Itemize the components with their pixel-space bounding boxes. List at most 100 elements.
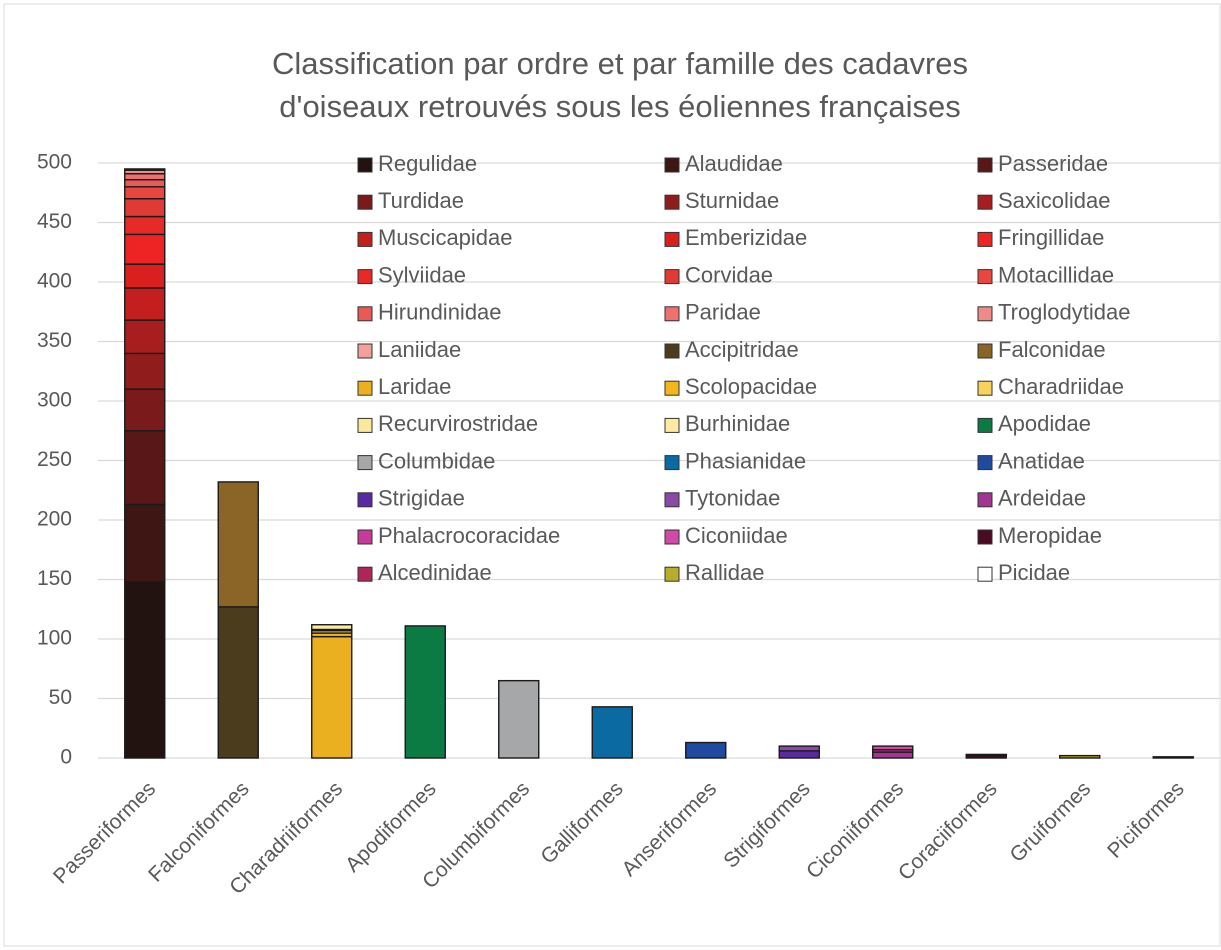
bar-segment: [1059, 754, 1101, 759]
legend-label: Meropidae: [998, 523, 1102, 548]
legend-label: Columbidae: [378, 448, 495, 473]
y-tick-label: 400: [37, 270, 72, 293]
bar-segment: [124, 319, 166, 355]
legend-swatch: [664, 417, 680, 433]
legend-label: Charadriidae: [998, 374, 1124, 399]
legend-swatch: [977, 566, 993, 582]
legend-label: Ardeidae: [998, 486, 1086, 511]
bar-segment: [591, 706, 633, 759]
legend-label: Strigidae: [378, 486, 465, 511]
legend-label: Falconidae: [998, 337, 1106, 362]
legend-label: Turdidae: [378, 188, 464, 213]
legend-label: Fringillidae: [998, 225, 1104, 250]
bar-segment: [498, 679, 540, 759]
bar-segment: [965, 753, 1007, 757]
legend-label: Accipitridae: [685, 337, 799, 362]
bar-segment: [124, 503, 166, 583]
y-tick-label: 100: [37, 627, 72, 650]
legend-label: Anatidae: [998, 448, 1085, 473]
bar-segment: [124, 263, 166, 289]
legend-label: Corvidae: [685, 262, 773, 287]
y-tick-label: 150: [37, 567, 72, 590]
legend-swatch: [977, 231, 993, 247]
chart-title: d'oiseaux retrouvés sous les éoliennes f…: [279, 89, 960, 124]
legend-swatch: [357, 194, 373, 210]
bar-segment: [124, 430, 166, 506]
legend-swatch: [357, 455, 373, 471]
legend-label: Motacillidae: [998, 262, 1114, 287]
legend-swatch: [357, 566, 373, 582]
legend-swatch: [357, 492, 373, 508]
bar-segment: [311, 624, 353, 631]
legend-label: Regulidae: [378, 151, 477, 176]
legend-swatch: [664, 194, 680, 210]
legend-label: Sylviidae: [378, 262, 466, 287]
legend-label: Laniidae: [378, 337, 461, 362]
y-tick-label: 350: [37, 329, 72, 352]
bar-segment: [872, 745, 914, 751]
legend-label: Burhinidae: [685, 411, 790, 436]
y-tick-label: 50: [49, 686, 72, 709]
bar-segment: [217, 606, 259, 759]
bar-segment: [124, 186, 166, 200]
legend-swatch: [977, 194, 993, 210]
legend-label: Troglodytidae: [998, 300, 1130, 325]
legend-swatch: [977, 492, 993, 508]
legend-label: Paridae: [685, 300, 761, 325]
legend-label: Rallidae: [685, 560, 765, 585]
bar-segment: [124, 197, 166, 218]
legend-swatch: [664, 455, 680, 471]
bar-segment: [124, 168, 166, 171]
legend-swatch: [357, 157, 373, 173]
legend-swatch: [977, 380, 993, 396]
legend-swatch: [664, 343, 680, 359]
legend-label: Emberizidae: [685, 225, 807, 250]
legend-label: Hirundinidae: [378, 300, 502, 325]
legend-label: Laridae: [378, 374, 451, 399]
bar-segment: [311, 635, 353, 759]
bar-segment: [124, 178, 166, 188]
legend-swatch: [357, 380, 373, 396]
legend-label: Recurvirostridae: [378, 411, 538, 436]
legend-swatch: [664, 529, 680, 545]
y-tick-label: 250: [37, 448, 72, 471]
bar-segment: [124, 173, 166, 181]
legend-swatch: [357, 417, 373, 433]
chart-title: Classification par ordre et par famille …: [272, 46, 968, 81]
legend-swatch: [664, 306, 680, 322]
legend-label: Muscicapidae: [378, 225, 513, 250]
bar-segment: [404, 625, 446, 759]
legend-label: Alaudidae: [685, 151, 783, 176]
legend-swatch: [977, 306, 993, 322]
legend-swatch: [664, 492, 680, 508]
legend-label: Ciconiidae: [685, 523, 788, 548]
legend-label: Sturnidae: [685, 188, 779, 213]
legend-swatch: [977, 455, 993, 471]
legend-swatch: [664, 231, 680, 247]
legend-swatch: [977, 157, 993, 173]
legend-swatch: [664, 269, 680, 285]
bar-segment: [124, 287, 166, 321]
legend-label: Apodidae: [998, 411, 1091, 436]
legend-swatch: [977, 417, 993, 433]
bar-segment: [685, 741, 727, 759]
legend-swatch: [357, 269, 373, 285]
y-tick-label: 200: [37, 508, 72, 531]
y-tick-label: 450: [37, 210, 72, 233]
legend-swatch: [977, 529, 993, 545]
bar-segment: [124, 352, 166, 390]
legend-label: Tytonidae: [685, 486, 780, 511]
bar-segment: [124, 581, 166, 759]
legend-label: Alcedinidae: [378, 560, 492, 585]
chart-frame: [3, 3, 1221, 947]
bar-segment: [778, 750, 820, 759]
legend-label: Picidae: [998, 560, 1070, 585]
legend-label: Phalacrocoracidae: [378, 523, 560, 548]
legend-swatch: [664, 380, 680, 396]
legend-swatch: [977, 269, 993, 285]
y-tick-label: 500: [37, 151, 72, 174]
legend-label: Phasianidae: [685, 448, 806, 473]
legend-swatch: [357, 306, 373, 322]
legend-label: Scolopacidae: [685, 374, 817, 399]
